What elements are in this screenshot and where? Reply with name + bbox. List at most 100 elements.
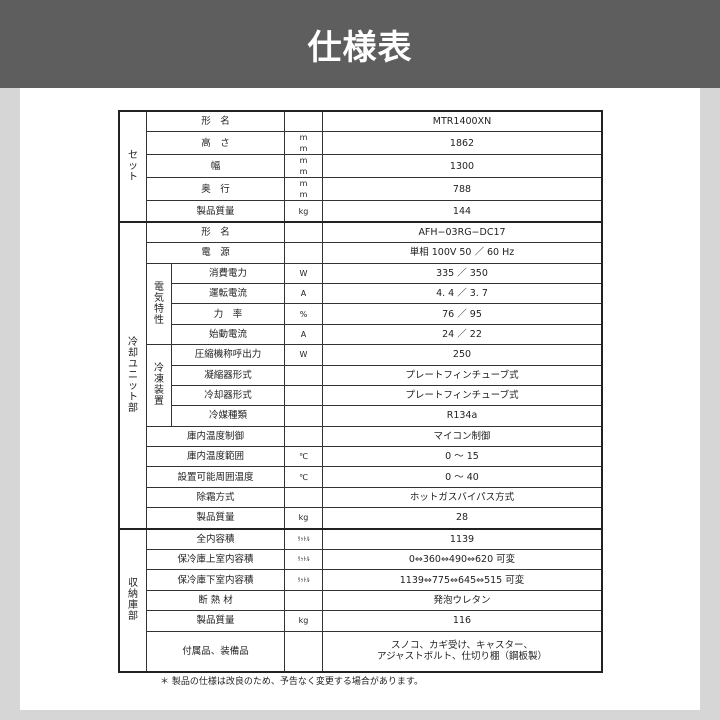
value-cell: 0⇔360⇔490⇔620 可変 (322, 549, 603, 571)
row-label: 圧縮機称呼出力 (171, 344, 285, 366)
unit-cell: kg (284, 610, 323, 632)
unit-text: A (300, 289, 307, 299)
unit-cell (284, 364, 323, 386)
unit-text: kg (298, 513, 309, 523)
unit-text: mm (299, 133, 308, 154)
group-label: 冷却ユニット部 (118, 220, 147, 530)
value-cell: R134a (322, 405, 603, 427)
table-row: 製品質量 kg 28 (119, 507, 603, 530)
unit-text: ℃ (299, 472, 308, 482)
value-cell: 76 ／ 95 (322, 303, 603, 325)
page-title: 仕様表 (307, 27, 413, 68)
subgroup-label: 冷凍装置 (146, 344, 172, 427)
value-cell: 250 (322, 344, 603, 366)
group-label: 収納庫部 (118, 527, 147, 673)
value-cell: ホットガスバイパス方式 (322, 486, 603, 509)
group-label-text: 収納庫部 (128, 578, 138, 623)
value-cell: プレートフィンチューブ式 (322, 384, 603, 407)
unit-text: kg (298, 616, 309, 626)
table-row: 庫内温度範囲 ℃ 0 ～ 15 (119, 446, 603, 468)
unit-cell: A (284, 323, 323, 346)
value-cell: 4. 4 ／ 3. 7 (322, 282, 603, 305)
unit-cell: mm (284, 177, 323, 202)
footnote: ＊ 製品の仕様は改良のため、予告なく変更する場合があります。 (160, 677, 423, 687)
unit-text: mm (299, 156, 308, 177)
group-label-text: 冷却ユニット部 (128, 336, 138, 414)
row-label: 保冷庫上室内容積 (146, 549, 285, 571)
row-label: 付属品、装備品 (146, 630, 285, 673)
table-row: 冷媒種類 R134a (119, 405, 603, 427)
unit-text: A (300, 329, 307, 339)
table-row: 付属品、装備品 スノコ、カギ受け、キャスター、 アジャストボルト、仕切り棚（鋼板製… (119, 630, 603, 673)
row-label: 幅 (146, 154, 285, 179)
row-label: 電 源 (146, 242, 285, 264)
unit-text: mm (299, 179, 308, 200)
table-row: 凝縮器形式 プレートフィンチューブ式 (119, 364, 603, 386)
value-cell: 1139⇔775⇔645⇔515 可変 (322, 569, 603, 591)
row-label: 庫内温度範囲 (146, 446, 285, 468)
row-label: 消費電力 (171, 262, 285, 284)
table-row: 運転電流 A 4. 4 ／ 3. 7 (119, 282, 603, 305)
value-cell: AFH−03RG−DC17 (322, 220, 603, 244)
unit-cell (284, 405, 323, 427)
unit-cell (284, 630, 323, 673)
table-row: 力 率% 76 ／ 95 (119, 303, 603, 325)
row-label: 運転電流 (171, 282, 285, 305)
table-row: 高 さ mm 1862 (119, 131, 603, 156)
value-cell: 788 (322, 177, 603, 202)
unit-text: % (299, 309, 308, 319)
row-label: 高 さ (146, 131, 285, 156)
row-label: 形 名 (146, 220, 285, 244)
row-label: 形 名 (146, 110, 285, 133)
value-cell: スノコ、カギ受け、キャスター、 アジャストボルト、仕切り棚（鋼板製） (322, 630, 603, 673)
table-row: 幅 mm 1300 (119, 154, 603, 179)
unit-cell (284, 384, 323, 407)
unit-text: kg (298, 206, 309, 216)
table-row: セット 形 名 MTR1400XN (118, 110, 603, 223)
spec-panel: セット形 名 MTR1400XN 高 さ mm 1862 幅 mm 1300 奥 行 mm 788 製… (20, 88, 700, 710)
value-cell: 144 (322, 200, 603, 223)
value-cell: 単相 100V 50 ／ 60 Hz (322, 242, 603, 264)
table-row: 冷凍装置 圧縮機称呼出力 W 250 (119, 344, 603, 427)
unit-cell: kg (284, 507, 323, 530)
unit-cell: ﾘｯﾄﾙ (284, 549, 323, 571)
row-label: 冷却器形式 (171, 384, 285, 407)
table-row: 電 源 単相 100V 50 ／ 60 Hz (119, 242, 603, 264)
unit-text: ﾘｯﾄﾙ (297, 556, 310, 564)
unit-text: ℃ (299, 452, 308, 462)
value-cell: プレートフィンチューブ式 (322, 364, 603, 386)
row-label: 製品質量 (146, 200, 285, 223)
group-label: セット (118, 110, 147, 223)
unit-cell: A (284, 282, 323, 305)
table-row: 冷却ユニット部 形 名 AFH−03RG−DC17 (118, 220, 603, 530)
row-label: 庫内温度制御 (146, 425, 285, 448)
unit-text: ﾘｯﾄﾙ (297, 535, 310, 543)
value-cell: マイコン制御 (322, 425, 603, 448)
row-label: 冷媒種類 (171, 405, 285, 427)
unit-text: W (299, 268, 308, 278)
table-row: 製品質量 kg 144 (119, 200, 603, 223)
unit-text: ﾘｯﾄﾙ (297, 576, 310, 584)
subgroup-label-text: 電気特性 (154, 281, 164, 326)
row-label: 始動電流 (171, 323, 285, 346)
row-label: 保冷庫下室内容積 (146, 569, 285, 591)
subgroup-label: 電気特性 (146, 262, 172, 346)
row-label: 奥 行 (146, 177, 285, 202)
value-cell: 1862 (322, 131, 603, 156)
table-row: 除霜方式 ホットガスバイパス方式 (119, 486, 603, 509)
row-label: 除霜方式 (146, 486, 285, 509)
row-label: 製品質量 (146, 507, 285, 530)
group-label-text: セット (128, 149, 138, 183)
table-row: 庫内温度制御 マイコン制御 (119, 425, 603, 448)
unit-cell (284, 110, 323, 133)
unit-cell (284, 425, 323, 448)
unit-cell: mm (284, 154, 323, 179)
unit-cell: W (284, 344, 323, 366)
value-cell: 1139 (322, 527, 603, 551)
table-row: 収納庫部 全内容積 ﾘｯﾄﾙ 1139 (118, 527, 603, 673)
unit-cell: % (284, 303, 323, 325)
value-cell: 発泡ウレタン (322, 589, 603, 612)
row-label: 全内容積 (146, 527, 285, 551)
header-bar: 仕様表 (0, 0, 720, 88)
row-label: 凝縮器形式 (171, 364, 285, 386)
